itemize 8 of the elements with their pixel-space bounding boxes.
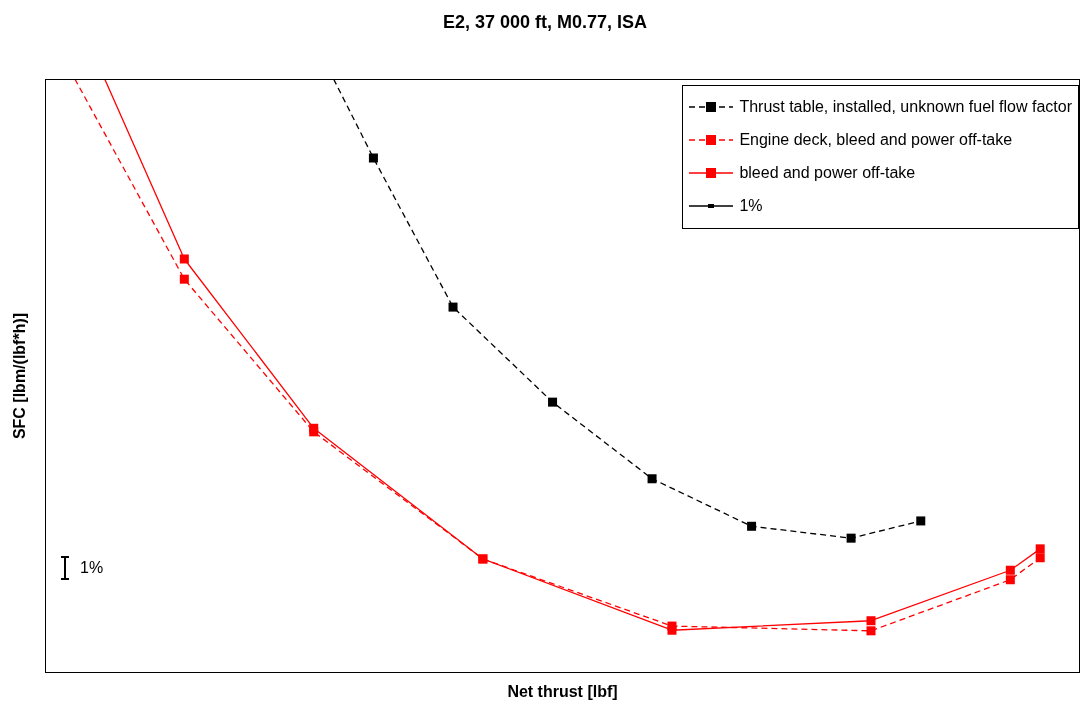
y-axis-title: SFC [lbm/(lbf*h)]	[11, 312, 29, 440]
legend-label: Thrust table, installed, unknown fuel flow factor	[739, 97, 1072, 116]
legend-label: bleed and power off-take	[739, 163, 916, 182]
chart-title: E2, 37 000 ft, M0.77, ISA	[441, 12, 649, 33]
annotation: 1%	[80, 559, 104, 577]
legend-label: 1%	[739, 196, 763, 215]
legend-label: Engine deck, bleed and power off-take	[739, 130, 1013, 149]
x-axis-title: Net thrust [lbf]	[506, 683, 619, 701]
